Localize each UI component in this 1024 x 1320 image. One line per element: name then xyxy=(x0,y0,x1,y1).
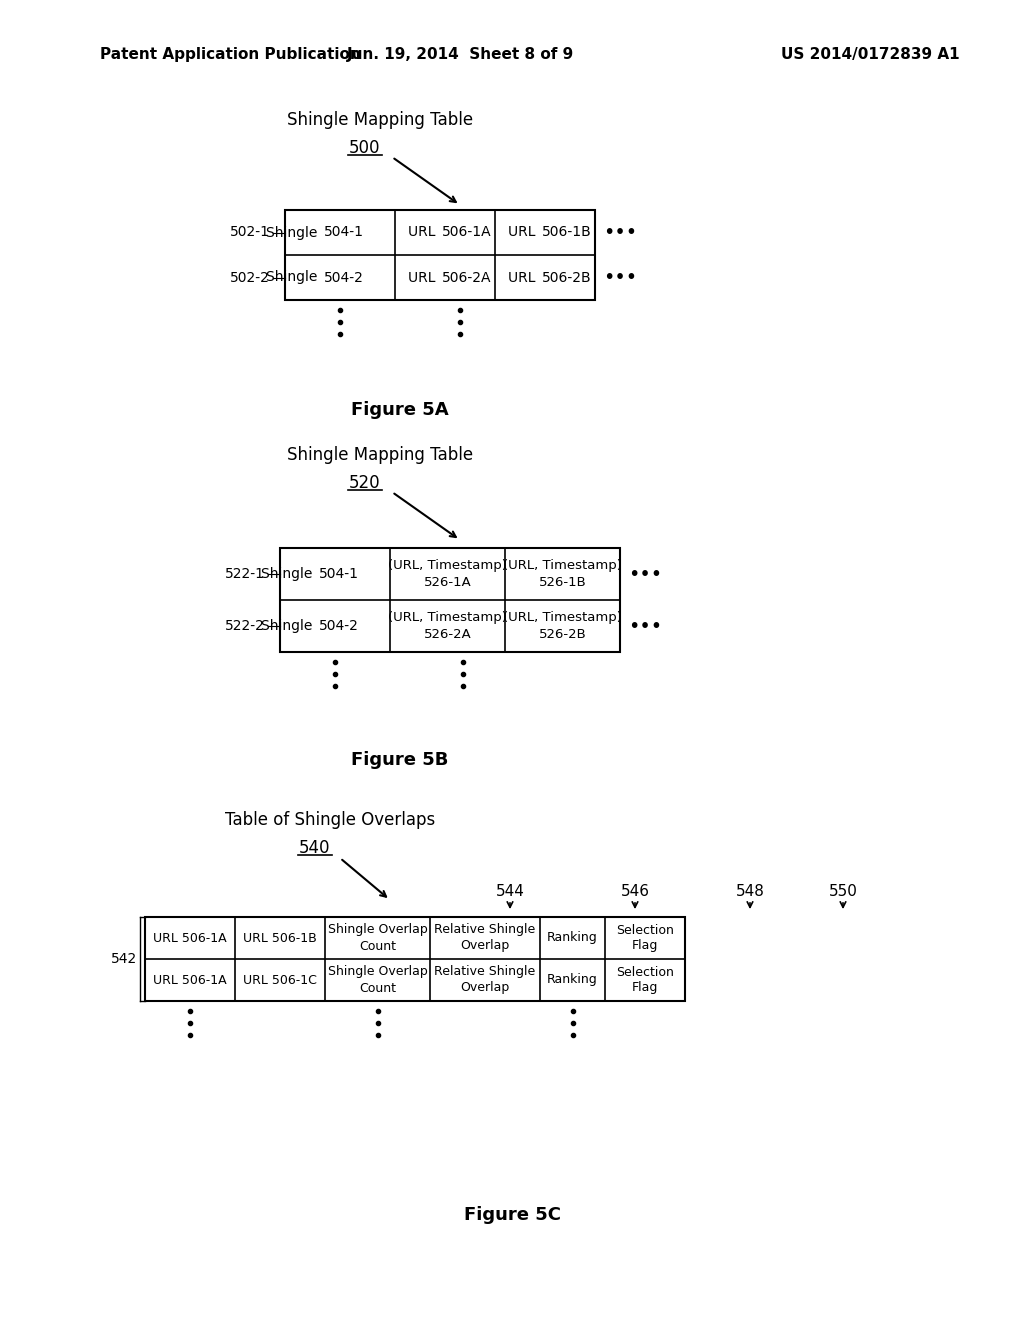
Bar xyxy=(285,210,595,300)
Text: 504-1: 504-1 xyxy=(324,226,364,239)
Text: 502-2: 502-2 xyxy=(230,271,270,285)
Text: Ranking: Ranking xyxy=(547,932,598,945)
Text: (URL, Timestamp): (URL, Timestamp) xyxy=(503,610,622,623)
Text: 520: 520 xyxy=(349,474,381,492)
Text: 550: 550 xyxy=(828,884,857,899)
Text: 506-2A: 506-2A xyxy=(442,271,492,285)
Text: 540: 540 xyxy=(299,840,331,857)
Text: URL: URL xyxy=(508,271,540,285)
Bar xyxy=(145,917,685,1001)
Text: Shingle Mapping Table: Shingle Mapping Table xyxy=(287,446,473,465)
Text: 506-2B: 506-2B xyxy=(542,271,592,285)
Text: Shingle Mapping Table: Shingle Mapping Table xyxy=(287,111,473,129)
Text: (URL, Timestamp): (URL, Timestamp) xyxy=(388,610,507,623)
Text: URL: URL xyxy=(409,226,440,239)
Text: 548: 548 xyxy=(735,884,765,899)
Text: 544: 544 xyxy=(496,884,524,899)
Text: 504-2: 504-2 xyxy=(319,619,358,634)
Text: URL 506-1B: URL 506-1B xyxy=(243,932,316,945)
Text: 526-2A: 526-2A xyxy=(424,628,471,642)
Text: 522-2: 522-2 xyxy=(225,619,265,634)
Text: 504-1: 504-1 xyxy=(319,568,359,581)
Text: 526-1B: 526-1B xyxy=(539,577,587,590)
Text: Figure 5A: Figure 5A xyxy=(351,401,449,418)
Text: Ranking: Ranking xyxy=(547,974,598,986)
Bar xyxy=(280,548,620,652)
Text: Shingle: Shingle xyxy=(261,619,317,634)
Text: Count: Count xyxy=(359,982,396,994)
Text: US 2014/0172839 A1: US 2014/0172839 A1 xyxy=(780,48,959,62)
Text: Relative Shingle: Relative Shingle xyxy=(434,924,536,936)
Text: 506-1A: 506-1A xyxy=(442,226,492,239)
Text: 506-1B: 506-1B xyxy=(542,226,592,239)
Text: Flag: Flag xyxy=(632,982,658,994)
Text: Overlap: Overlap xyxy=(461,940,510,953)
Text: 504-2: 504-2 xyxy=(324,271,364,285)
Text: •••: ••• xyxy=(603,223,637,242)
Text: URL 506-1A: URL 506-1A xyxy=(154,974,226,986)
Text: URL 506-1A: URL 506-1A xyxy=(154,932,226,945)
Text: Overlap: Overlap xyxy=(461,982,510,994)
Text: •••: ••• xyxy=(603,268,637,286)
Text: Shingle: Shingle xyxy=(266,226,322,239)
Text: (URL, Timestamp): (URL, Timestamp) xyxy=(503,558,622,572)
Text: •••: ••• xyxy=(628,565,663,583)
Text: Shingle: Shingle xyxy=(261,568,317,581)
Text: •••: ••• xyxy=(628,616,663,635)
Text: Selection: Selection xyxy=(616,965,674,978)
Text: Relative Shingle: Relative Shingle xyxy=(434,965,536,978)
Text: 500: 500 xyxy=(349,139,381,157)
Text: Figure 5B: Figure 5B xyxy=(351,751,449,770)
Text: URL: URL xyxy=(508,226,540,239)
Text: 542: 542 xyxy=(111,952,137,966)
Text: URL: URL xyxy=(409,271,440,285)
Text: 526-2B: 526-2B xyxy=(539,628,587,642)
Text: Patent Application Publication: Patent Application Publication xyxy=(100,48,360,62)
Text: (URL, Timestamp): (URL, Timestamp) xyxy=(388,558,507,572)
Text: Shingle: Shingle xyxy=(266,271,322,285)
Text: Table of Shingle Overlaps: Table of Shingle Overlaps xyxy=(225,810,435,829)
Text: 522-1: 522-1 xyxy=(225,568,265,581)
Text: Selection: Selection xyxy=(616,924,674,936)
Text: 546: 546 xyxy=(621,884,649,899)
Text: Shingle Overlap: Shingle Overlap xyxy=(328,965,427,978)
Text: Figure 5C: Figure 5C xyxy=(464,1206,560,1224)
Text: Flag: Flag xyxy=(632,940,658,953)
Text: 526-1A: 526-1A xyxy=(424,577,471,590)
Text: Shingle Overlap: Shingle Overlap xyxy=(328,924,427,936)
Text: Jun. 19, 2014  Sheet 8 of 9: Jun. 19, 2014 Sheet 8 of 9 xyxy=(346,48,573,62)
Text: Count: Count xyxy=(359,940,396,953)
Text: 502-1: 502-1 xyxy=(230,226,270,239)
Text: URL 506-1C: URL 506-1C xyxy=(243,974,317,986)
